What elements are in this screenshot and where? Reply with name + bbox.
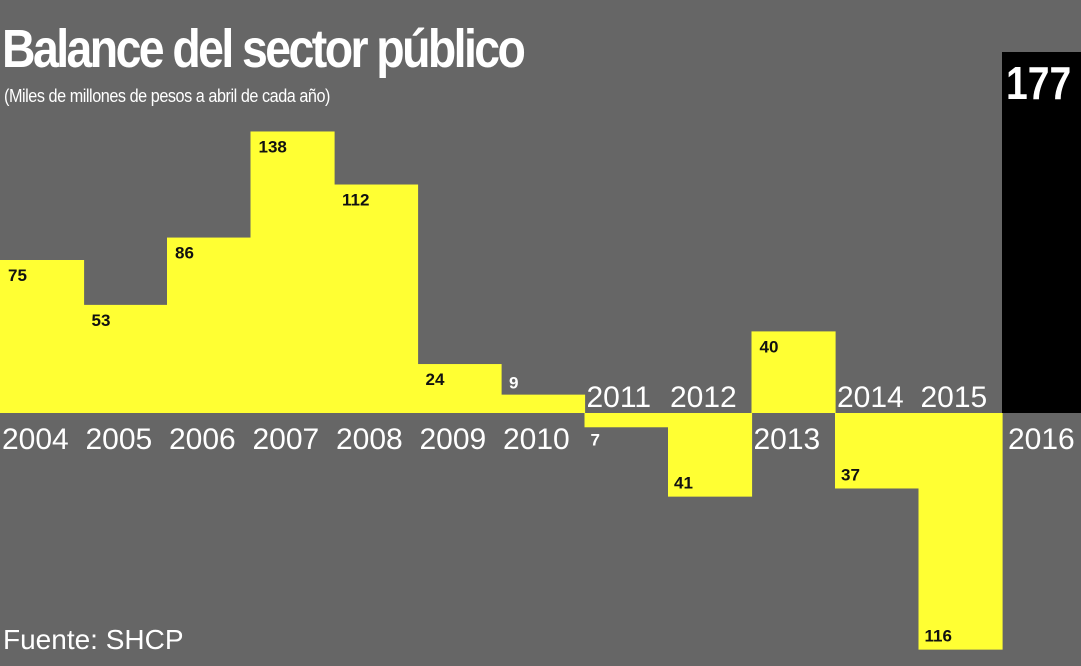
year-label-2005: 2005 bbox=[86, 423, 153, 456]
year-label-2008: 2008 bbox=[336, 423, 403, 456]
value-label-2009: 24 bbox=[426, 370, 445, 389]
value-label-2008: 112 bbox=[342, 191, 369, 210]
bar-2016 bbox=[1002, 52, 1081, 413]
year-label-2014: 2014 bbox=[837, 381, 904, 414]
bar-2004 bbox=[0, 260, 85, 413]
bar-2012 bbox=[668, 413, 753, 497]
value-label-2006: 86 bbox=[175, 244, 194, 263]
year-label-2011: 2011 bbox=[587, 381, 652, 414]
bar-2006 bbox=[167, 237, 252, 413]
value-label-2013: 40 bbox=[760, 337, 779, 356]
value-label-2004: 75 bbox=[8, 266, 27, 285]
year-label-2012: 2012 bbox=[670, 381, 737, 414]
bar-2005 bbox=[83, 304, 168, 413]
value-label-2007: 138 bbox=[259, 137, 287, 156]
chart-title: Balance del sector público bbox=[2, 19, 526, 79]
bar-2015 bbox=[918, 413, 1003, 650]
bar-2008 bbox=[334, 184, 419, 413]
year-labels: 2004 2005 2006 2007 2008 2009 2010 2011 2012 2013… bbox=[2, 381, 1075, 456]
value-label-2016: 177 bbox=[1006, 58, 1071, 110]
value-label-2014: 37 bbox=[841, 465, 860, 484]
bar-2010 bbox=[501, 394, 586, 413]
value-label-2005: 53 bbox=[92, 311, 111, 330]
value-label-2015: 116 bbox=[925, 627, 952, 646]
chart-source: Fuente: SHCP bbox=[3, 624, 184, 655]
bar-2009 bbox=[417, 364, 502, 413]
year-label-2006: 2006 bbox=[169, 423, 236, 456]
value-label-2012: 41 bbox=[674, 474, 693, 493]
year-label-2010: 2010 bbox=[503, 423, 570, 456]
value-label-2010: 9 bbox=[509, 374, 518, 393]
bar-2014 bbox=[835, 413, 920, 489]
year-label-2016: 2016 bbox=[1008, 423, 1075, 456]
year-label-2004: 2004 bbox=[2, 423, 69, 456]
bar-2007 bbox=[250, 131, 335, 414]
value-label-2011: 7 bbox=[591, 430, 600, 449]
bars bbox=[0, 52, 1081, 650]
chart-subtitle: (Miles de millones de pesos a abril de c… bbox=[4, 86, 330, 106]
year-label-2015: 2015 bbox=[921, 381, 988, 414]
bar-2013 bbox=[751, 331, 836, 413]
bar-2011 bbox=[584, 413, 669, 428]
value-labels: 75 53 86 138 112 24 9 7 41 40 37 116 177 bbox=[8, 58, 1071, 646]
year-label-2007: 2007 bbox=[253, 423, 320, 456]
year-label-2009: 2009 bbox=[420, 423, 487, 456]
year-label-2013: 2013 bbox=[754, 423, 821, 456]
